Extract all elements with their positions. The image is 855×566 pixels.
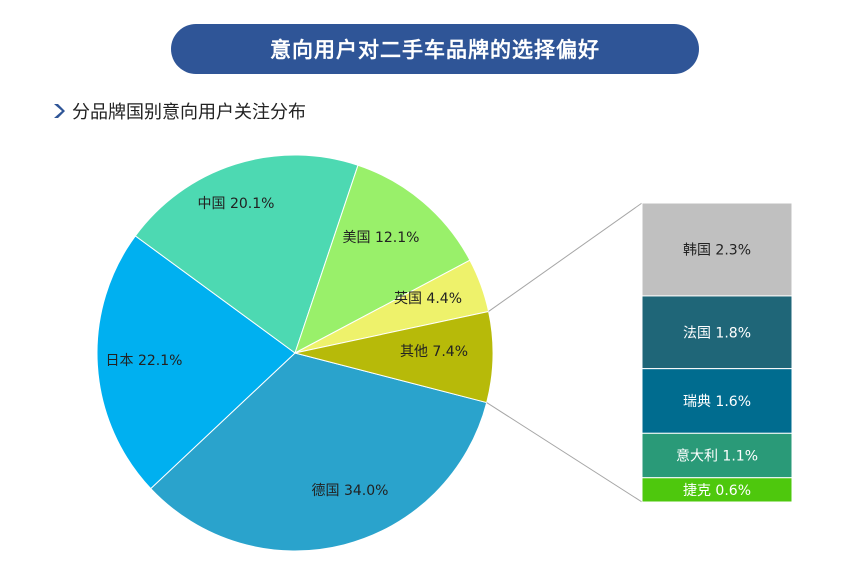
bar-label-2: 瑞典 1.6% <box>683 394 751 410</box>
pie-slice-3 <box>294 164 471 355</box>
bar-segment-1 <box>641 295 793 370</box>
pie-label-2: 中国 20.1% <box>198 196 275 212</box>
subtitle-text: 分品牌国别意向用户关注分布 <box>72 102 306 123</box>
connector-lines <box>486 202 643 503</box>
pie-slice-2 <box>134 154 359 354</box>
bar-segment-4 <box>641 477 793 503</box>
pie-slice-0 <box>150 352 488 552</box>
bar-label-1: 法国 1.8% <box>683 325 751 341</box>
chevron-right-icon <box>54 104 65 118</box>
bar-segment-0 <box>641 202 793 297</box>
connector-line-0 <box>488 202 643 312</box>
bar-label-4: 捷克 0.6% <box>683 483 751 499</box>
breakdown-bar: 韩国 2.3% 法国 1.8% 瑞典 1.6% 意大利 1.1% 捷克 0.6% <box>641 202 793 503</box>
pie-chart: 德国 34.0% 日本 22.1% 中国 20.1% 美国 12.1% 英国 4.4% 其… <box>96 154 494 552</box>
pie-label-4: 英国 4.4% <box>394 290 462 307</box>
pie-label-3: 美国 12.1% <box>343 230 420 246</box>
bar-segment-2 <box>641 368 793 434</box>
connector-line-1 <box>486 402 643 503</box>
bar-label-0: 韩国 2.3% <box>683 242 751 258</box>
bar-segment-3 <box>641 432 793 479</box>
subtitle: 分品牌国别意向用户关注分布 <box>50 98 306 124</box>
pie-label-0: 德国 34.0% <box>312 483 389 499</box>
pie-slice-5 <box>294 310 494 404</box>
bar-label-3: 意大利 1.1% <box>676 448 758 465</box>
pie-label-5: 其他 7.4% <box>400 344 468 360</box>
pie-label-1: 日本 22.1% <box>106 353 183 369</box>
page-title: 意向用户对二手车品牌的选择偏好 <box>171 24 699 74</box>
pie-slice-1 <box>96 235 296 490</box>
